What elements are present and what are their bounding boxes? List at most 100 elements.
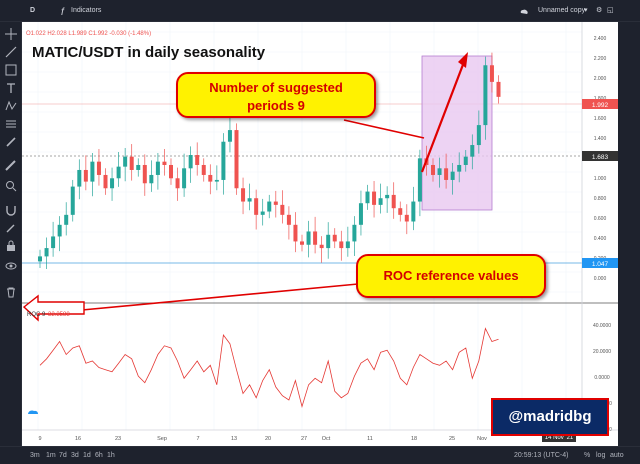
candle [103,174,108,189]
time-tick-label: Oct [322,436,331,442]
layout-name[interactable]: Unnamed copy [538,7,586,14]
price-chart[interactable]: 2.4002.2002.0001.8001.6001.4001.2001.000… [22,22,618,446]
candle [313,231,318,245]
text-icon[interactable] [5,82,17,94]
log-toggle[interactable]: log [596,452,606,459]
range-1d[interactable]: 1d [83,452,91,459]
time-tick-label: 25 [449,436,455,442]
time-tick-label: 16 [75,436,81,442]
candle [404,214,409,222]
pattern-icon[interactable] [5,100,17,112]
top-toolbar: D f Indicators Unnamed copy ▾ ⚙ ◱ [0,0,640,22]
candle [496,81,501,97]
candle [260,211,265,215]
candle [417,158,422,202]
price-tick-label: 2.400 [594,36,607,42]
candle [64,214,69,225]
candle [83,169,88,182]
range-6h[interactable]: 6h [95,452,103,459]
range-1h[interactable]: 1h [107,452,115,459]
candle [188,155,193,169]
candle [352,224,357,242]
author-watermark: @madridbg [491,398,609,436]
candle [208,174,213,182]
candle [293,224,298,242]
candle [51,236,56,249]
candle [444,168,449,180]
price-tick-label: 1.000 [594,176,607,182]
current-price-tag [582,99,618,109]
candle [273,201,278,205]
candle [470,145,475,157]
chevron-down-icon[interactable]: ▾ [584,7,588,14]
candle [221,141,226,180]
time-tick-label: 7 [196,436,199,442]
drawing-toolbar [0,22,22,446]
roc-pointer-line [81,283,359,311]
candle [319,244,324,249]
candle [227,130,232,142]
candle [90,161,95,182]
roc-tick-label: 40.0000 [593,323,611,329]
periods-callout-line1: Number of suggested [209,80,343,95]
price-tick-label: 2.000 [594,76,607,82]
price-tick-label: 1.600 [594,116,607,122]
time-cursor-tag [542,431,576,442]
eye-icon[interactable] [5,260,17,272]
candle [247,198,252,202]
candle [142,164,147,184]
candle [129,156,134,170]
crosshair-icon[interactable] [5,28,17,40]
candle [214,179,219,182]
cloud-icon [520,4,528,18]
auto-toggle[interactable]: auto [610,452,624,459]
trendline-icon[interactable] [5,46,17,58]
time-tick-label: 27 [301,436,307,442]
interval-button[interactable]: D [30,7,36,14]
camera-icon[interactable]: ◱ [607,7,614,14]
candle [116,166,121,179]
chart-title: MATIC/USDT in daily seasonality [32,44,266,61]
clock-label[interactable]: 20:59:13 (UTC-4) [514,452,569,459]
candle [110,178,115,189]
roc-line [39,327,499,408]
candle [372,191,377,205]
candle [358,203,363,225]
percent-toggle[interactable]: % [584,452,591,459]
level-upper-label: 1.683 [592,154,609,161]
candle [96,161,101,175]
callout-pointer-line [343,119,425,139]
candle [286,214,291,225]
candle [123,156,128,167]
candle [195,155,200,165]
candle [463,156,468,165]
fib-icon[interactable] [5,64,17,76]
settings-icon[interactable]: ⚙ [596,7,603,14]
ruler-icon[interactable] [5,160,17,172]
candle [175,178,180,189]
trash-icon[interactable] [5,286,17,298]
ohlc-legend: O1.022 H2.028 L1.989 C1.992 -0.030 (-1.4… [26,31,151,37]
range-3d[interactable]: 3d [71,452,79,459]
price-tick-label: 2.200 [594,56,607,62]
candle [339,241,344,249]
bottom-toolbar: 3m 1m 7d 3d 1d 6h 1h 20:59:13 (UTC-4) % … [0,446,640,464]
range-3m[interactable]: 3m [30,452,40,459]
forecast-icon[interactable] [5,118,17,130]
range-7d[interactable]: 7d [59,452,67,459]
time-axis[interactable]: 9 16 23 Sep 7 13 20 27 Oct 11 18 25 Nov [38,436,487,442]
time-tick-label: 9 [38,436,41,442]
brush-icon[interactable] [5,136,17,148]
zoom-icon[interactable] [5,180,17,192]
pencil-lock-icon[interactable] [5,222,17,234]
indicators-icon[interactable]: f [60,4,70,18]
magnet-icon[interactable] [5,204,17,216]
time-cursor-label: 14 Nov '21 [545,435,574,441]
candle [450,171,455,180]
level-upper-tag [582,151,618,161]
time-tick-label: Sep [157,436,167,442]
lock-icon[interactable] [5,240,17,252]
candle [57,224,62,237]
range-1m[interactable]: 1m [46,452,56,459]
indicators-button[interactable]: Indicators [71,7,102,14]
